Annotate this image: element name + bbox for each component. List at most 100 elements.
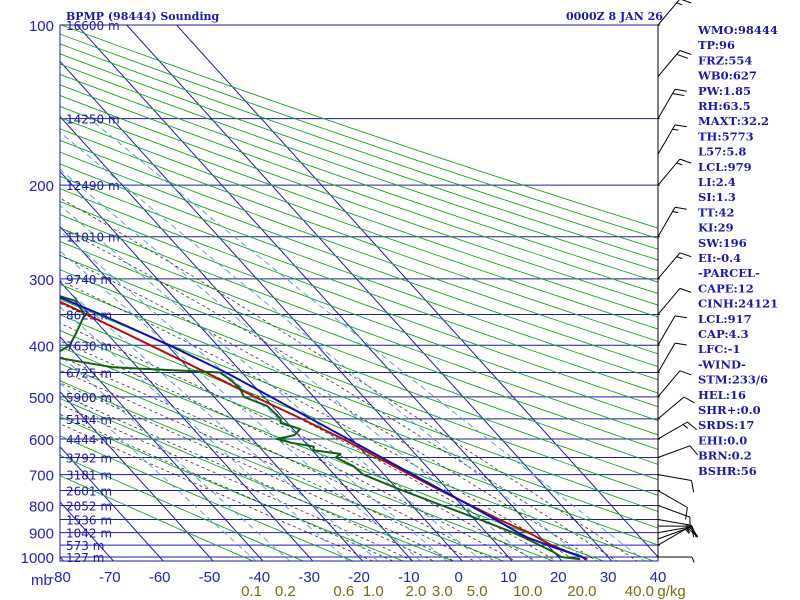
- dry-adiabat-line: [60, 188, 658, 408]
- pressure-tick-label: 500: [29, 390, 54, 407]
- temperature-tick-label: -20: [348, 569, 370, 586]
- mixing-ratio-label: 10.0: [513, 583, 542, 600]
- dry-adiabat-line: [60, 53, 658, 261]
- stability-index-item: LCL:979: [698, 160, 752, 174]
- mixing-ratio-line: [60, 250, 422, 561]
- dry-adiabat-line: [60, 163, 658, 381]
- temperature-trace: [60, 300, 588, 561]
- stability-index-item: FRZ:554: [698, 53, 752, 67]
- dry-adiabats: [60, 25, 658, 561]
- mixing-ratio-line: [60, 306, 350, 561]
- mixing-ratio-line: [60, 204, 483, 561]
- dry-adiabat-line: [60, 435, 355, 561]
- stability-index-item: BSHR:56: [698, 464, 757, 478]
- isotherm-line: [60, 335, 264, 561]
- dewpoint-trace: [60, 295, 581, 561]
- temperature-tick-label: -50: [199, 569, 221, 586]
- wind-barb-feather: [674, 88, 687, 92]
- wind-barb-feather: [691, 525, 697, 538]
- isotherm-line: [60, 391, 214, 561]
- parcel-trace: [60, 296, 586, 561]
- wind-barb-feather: [676, 256, 683, 260]
- temperature-tick-label: -70: [99, 569, 121, 586]
- stability-index-item: KI:29: [698, 221, 734, 235]
- mixing-ratio-label: 1.0: [363, 583, 384, 600]
- mixing-ratio-line: [60, 168, 534, 561]
- wind-barb-feather: [689, 445, 699, 456]
- wind-barb: [657, 315, 676, 346]
- pressure-tick-label: 300: [29, 272, 54, 289]
- wind-barb: [657, 527, 688, 546]
- wind-profile: [657, 0, 699, 563]
- wind-barb: [657, 370, 681, 398]
- isotherm-line: [175, 25, 658, 558]
- temperature-tick-label: 40: [650, 569, 667, 586]
- dry-adiabat-line: [60, 95, 658, 306]
- moist-adiabat-line: [60, 227, 618, 561]
- dry-adiabat-line: [60, 63, 658, 272]
- moist-adiabat-line: [60, 404, 415, 561]
- dry-adiabat-line: [60, 269, 658, 496]
- wind-barb-feather: [679, 158, 692, 164]
- wind-barb: [657, 526, 692, 534]
- wind-barb-feather: [676, 162, 683, 166]
- height-label: 4444 m: [66, 433, 112, 447]
- dry-adiabat-line: [60, 117, 658, 330]
- stability-index-item: SHR+:0.0: [698, 403, 761, 417]
- stability-index-item: LFC:-1: [698, 342, 740, 356]
- pressure-unit-label: mb: [31, 572, 52, 589]
- mixing-ratio-line: [60, 382, 257, 561]
- moist-adiabat-line: [60, 393, 435, 561]
- moist-adiabats: [60, 197, 638, 561]
- temperature-tick-label: -10: [398, 569, 420, 586]
- stability-index-item: L57:5.8: [698, 145, 746, 159]
- mixing-ratio-line: [60, 230, 448, 561]
- height-label: 8623 m: [66, 308, 112, 322]
- valid-time: 0000Z 8 JAN 26: [566, 10, 663, 23]
- wind-barb: [657, 474, 692, 481]
- height-label: 2601 m: [66, 485, 112, 499]
- wind-barb-feather: [674, 206, 687, 210]
- height-label: 7630 m: [66, 339, 112, 353]
- temperature-tick-label: 30: [600, 569, 617, 586]
- height-label: 2052 m: [66, 499, 112, 513]
- stability-index-item: LCL:917: [698, 312, 752, 326]
- stability-index-item: CINH:24121: [698, 297, 778, 311]
- wind-barb-feather: [691, 525, 695, 538]
- wind-barb-feather: [682, 424, 689, 429]
- mixing-ratio-lines: [60, 118, 646, 561]
- dry-adiabat-line: [60, 151, 658, 368]
- wind-barb-feather: [679, 287, 692, 293]
- height-labels: 16600 m 14250 m 12490 m 11010 m 9740 m 8623 m…: [66, 19, 120, 565]
- height-label: 127 m: [66, 551, 104, 565]
- dry-adiabat-line: [60, 227, 658, 450]
- height-label: 573 m: [66, 539, 104, 553]
- wind-barb-feather: [679, 50, 692, 55]
- wind-barb-feather: [685, 507, 688, 520]
- dry-adiabat-line: [60, 84, 658, 294]
- height-label: 12490 m: [66, 179, 120, 193]
- isotherm-line: [60, 170, 414, 561]
- mixing-ratio-label: 0.2: [275, 583, 296, 600]
- wind-barb-feather: [684, 528, 690, 534]
- isotherm-line: [60, 60, 513, 561]
- dry-adiabat-line: [60, 346, 605, 561]
- dry-adiabat-line: [60, 105, 658, 318]
- height-label: 5900 m: [66, 391, 112, 405]
- dry-adiabat-line: [60, 213, 658, 436]
- stability-index-item: PW:1.85: [698, 84, 751, 98]
- height-label: 3792 m: [66, 452, 112, 466]
- pressure-axis: 100 200 300 400 500 600 700 800 900 1000: [21, 18, 54, 567]
- stability-index-item: STM:233/6: [698, 373, 768, 387]
- pressure-tick-label: 100: [29, 18, 54, 35]
- dry-adiabat-line: [60, 454, 305, 561]
- wind-barb-feather: [674, 315, 687, 319]
- wind-barb-feather: [683, 396, 695, 404]
- wind-barb: [657, 518, 692, 526]
- height-label: 9740 m: [66, 273, 112, 287]
- pressure-tick-label: 900: [29, 526, 54, 543]
- mixing-ratio-label: 3.0: [432, 583, 453, 600]
- dry-adiabat-line: [60, 139, 658, 355]
- mixing-ratio-unit: g/kg: [657, 583, 685, 600]
